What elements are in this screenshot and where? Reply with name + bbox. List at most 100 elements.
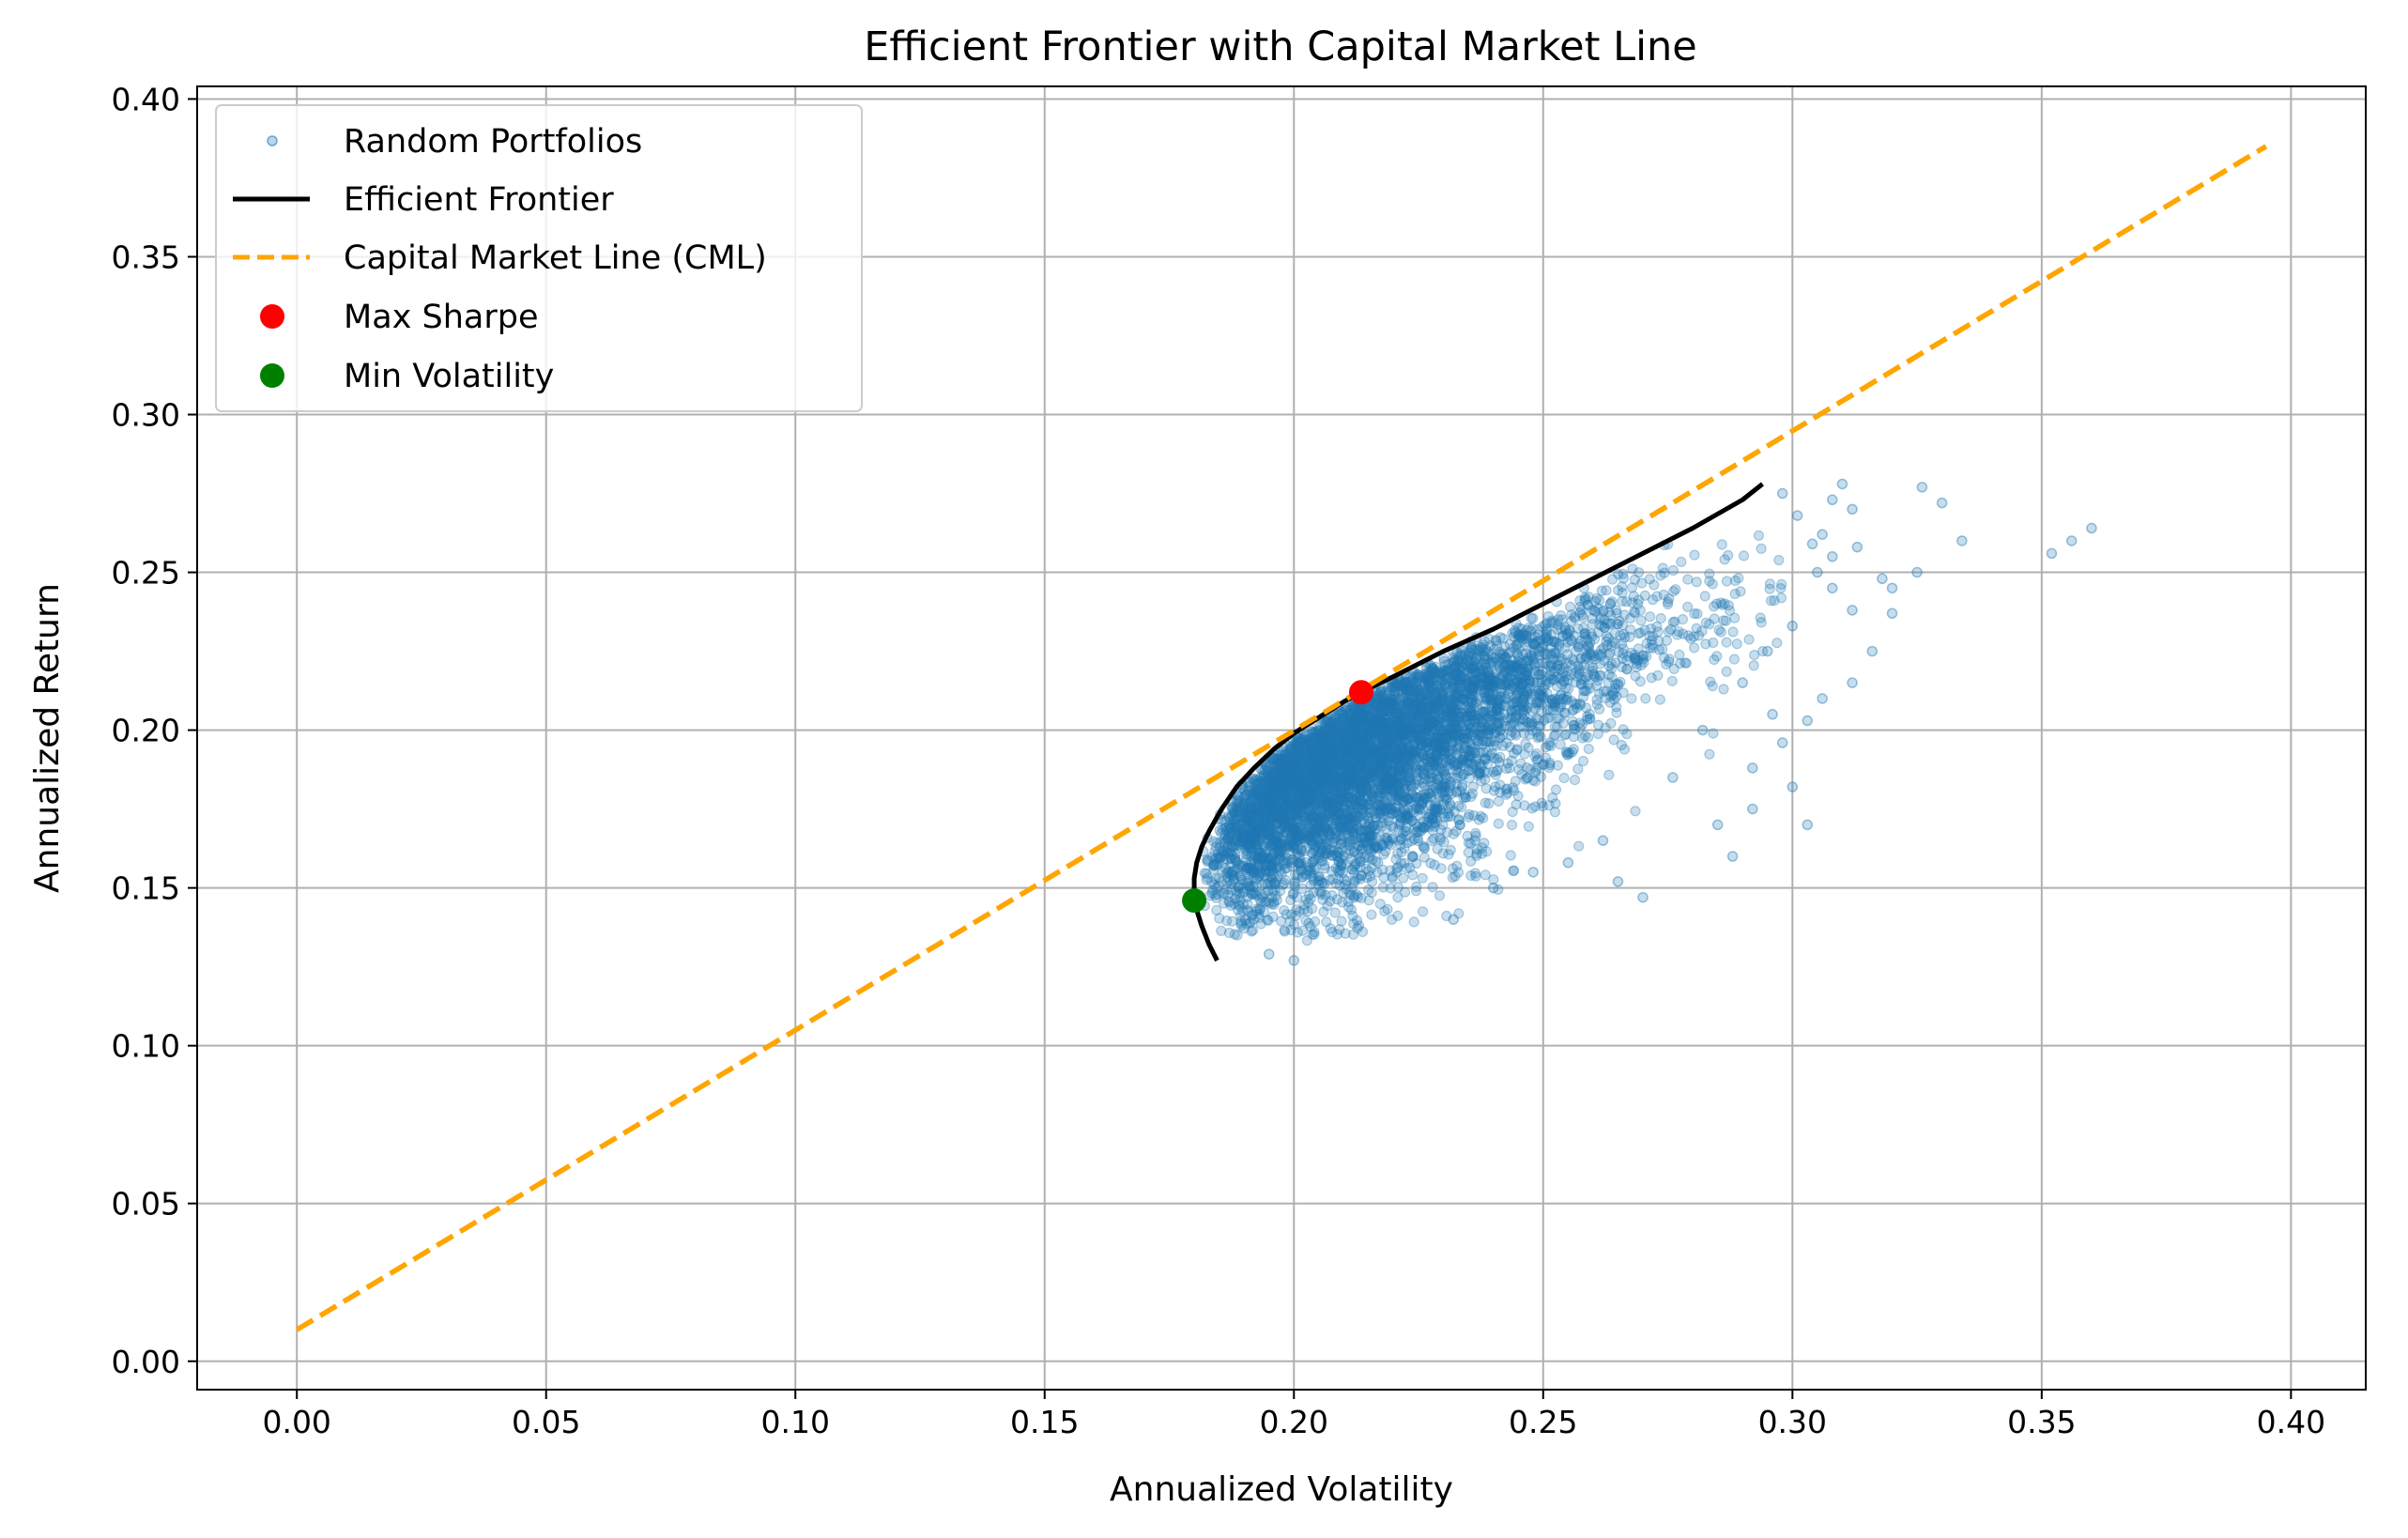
random-portfolios-scatter — [1198, 478, 2097, 966]
random-portfolio-point — [1446, 788, 1457, 800]
random-portfolio-point — [1475, 646, 1486, 657]
random-portfolio-point — [1385, 839, 1397, 851]
random-portfolio-point — [1338, 851, 1350, 862]
random-portfolio-point — [1290, 748, 1301, 760]
random-portfolio-point — [1265, 773, 1276, 784]
random-portfolio-point — [1580, 671, 1591, 683]
random-portfolio-point — [1688, 631, 1699, 642]
random-portfolio-point — [1282, 760, 1295, 771]
random-portfolio-point — [1324, 718, 1335, 731]
random-portfolio-point — [1295, 795, 1307, 807]
random-portfolio-point — [1465, 707, 1477, 718]
random-portfolio-point — [1399, 746, 1411, 758]
random-portfolio-point — [1338, 723, 1350, 735]
random-portfolio-point — [1366, 886, 1377, 899]
random-portfolio-point — [1504, 678, 1515, 690]
random-portfolio-point — [1629, 574, 1641, 585]
random-portfolio-point — [1463, 656, 1475, 669]
random-portfolio-point — [1773, 554, 1785, 566]
random-portfolio-point — [1664, 623, 1677, 636]
random-portfolio-point — [1370, 697, 1381, 709]
random-portfolio-point — [1391, 700, 1403, 712]
random-portfolio-point — [1367, 821, 1379, 832]
random-portfolio-point — [1381, 794, 1392, 806]
random-portfolio-point — [1541, 618, 1553, 629]
random-portfolio-point — [1313, 761, 1326, 772]
random-portfolio-point — [1519, 676, 1530, 688]
random-portfolio-point — [1569, 774, 1581, 786]
random-portfolio-point — [1704, 748, 1715, 760]
random-portfolio-point — [1435, 824, 1447, 836]
random-portfolio-point — [1339, 746, 1350, 757]
random-portfolio-point — [1267, 789, 1279, 800]
random-portfolio-point — [1280, 772, 1291, 784]
random-portfolio-point — [1458, 725, 1469, 736]
random-portfolio-point — [1233, 805, 1244, 816]
random-portfolio-point — [1403, 690, 1414, 701]
random-portfolio-point — [1469, 674, 1481, 685]
random-portfolio-point — [1392, 731, 1404, 743]
random-portfolio-point — [1395, 857, 1407, 869]
random-portfolio-point — [1321, 781, 1332, 792]
random-portfolio-point — [1438, 765, 1450, 777]
random-portfolio-point — [1382, 801, 1394, 812]
random-portfolio-point — [1582, 714, 1593, 726]
random-portfolio-point — [1260, 819, 1272, 830]
random-portfolio-point — [1240, 829, 1251, 840]
random-portfolio-point — [1388, 703, 1400, 715]
random-portfolio-point — [1531, 755, 1542, 766]
random-portfolio-point — [1357, 754, 1368, 766]
random-portfolio-point — [1409, 684, 1421, 697]
random-portfolio-point — [1526, 706, 1539, 717]
random-portfolio-point — [1378, 740, 1389, 751]
random-portfolio-point — [1239, 807, 1250, 818]
random-portfolio-point — [1288, 823, 1299, 835]
random-portfolio-point — [1495, 751, 1506, 763]
random-portfolio-point — [1540, 742, 1552, 753]
random-portfolio-point — [1678, 628, 1689, 639]
random-portfolio-point — [1297, 812, 1310, 823]
random-portfolio-point — [1591, 699, 1603, 710]
random-portfolio-point — [1384, 775, 1395, 786]
random-portfolio-point — [1502, 758, 1513, 769]
random-portfolio-point — [1721, 637, 1732, 648]
random-portfolio-point — [1352, 793, 1363, 806]
random-portfolio-point — [1350, 738, 1361, 750]
random-portfolio-point — [1731, 638, 1742, 650]
random-portfolio-point — [1327, 926, 1338, 938]
random-portfolio-point — [1329, 769, 1341, 780]
random-portfolio-point — [1349, 707, 1361, 718]
random-portfolio-point — [1427, 722, 1438, 733]
random-portfolio-point — [1422, 682, 1434, 693]
random-portfolio-point — [1655, 570, 1666, 581]
random-portfolio-point — [1373, 733, 1385, 746]
random-portfolio-point — [1676, 556, 1687, 568]
random-portfolio-point — [1491, 740, 1502, 751]
random-portfolio-point — [1708, 637, 1719, 649]
random-portfolio-point — [1330, 716, 1342, 729]
random-portfolio-point — [1411, 696, 1423, 708]
random-portfolio-point — [1427, 780, 1438, 792]
random-portfolio-point — [1526, 612, 1537, 624]
random-portfolio-point — [1576, 719, 1587, 731]
random-portfolio-point — [1443, 849, 1454, 860]
random-portfolio-point — [1733, 572, 1744, 584]
random-portfolio-point — [1387, 761, 1398, 772]
random-portfolio-point — [1254, 790, 1265, 801]
random-portfolio-point — [1568, 731, 1579, 743]
random-portfolio-point — [1376, 696, 1388, 707]
random-portfolio-point — [1334, 842, 1345, 854]
random-portfolio-point — [1420, 674, 1433, 685]
random-portfolio-point — [1304, 743, 1316, 754]
random-portfolio-point — [1403, 709, 1414, 720]
random-portfolio-point — [1279, 814, 1290, 826]
random-portfolio-point — [1377, 804, 1388, 815]
random-portfolio-point — [1282, 783, 1294, 794]
random-portfolio-point — [1302, 737, 1313, 748]
random-portfolio-point — [1244, 865, 1256, 876]
random-portfolio-point — [1317, 878, 1328, 889]
random-portfolio-point — [1490, 781, 1501, 792]
random-portfolio-point — [1391, 725, 1403, 736]
random-portfolio-point — [1309, 929, 1320, 940]
random-portfolio-point — [1434, 669, 1447, 681]
